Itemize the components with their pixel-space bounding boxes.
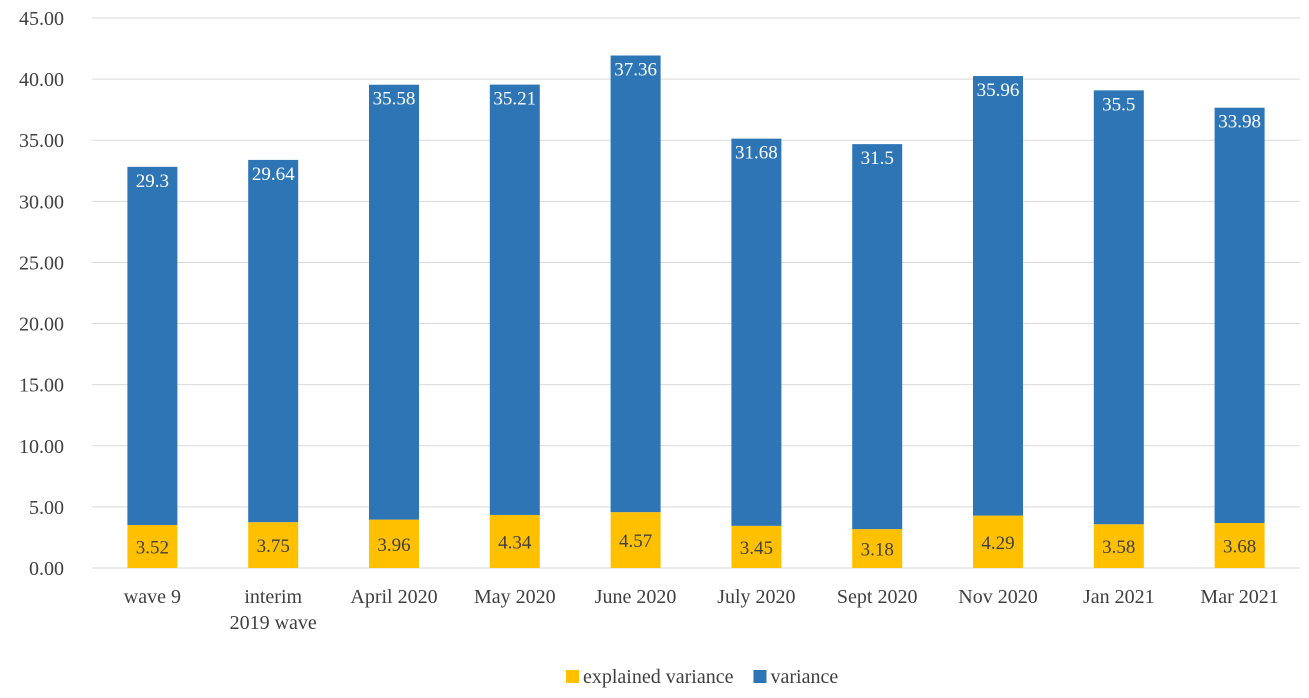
bar-segment-explained-variance [1093, 524, 1144, 568]
x-tick-label: interim [244, 586, 302, 608]
bar-segment-explained-variance [127, 524, 178, 568]
x-tick-label: June 2020 [595, 586, 677, 608]
data-label: 35.58 [373, 89, 416, 110]
data-label: 31.5 [861, 148, 894, 169]
x-tick-label: Mar 2021 [1200, 586, 1278, 608]
data-label: 4.34 [498, 532, 532, 553]
bar-segment-variance [1214, 107, 1265, 524]
legend-swatch [753, 670, 767, 683]
legend-swatch [566, 670, 579, 683]
x-tick-label: April 2020 [350, 586, 437, 608]
y-tick-label: 15.00 [19, 375, 64, 397]
y-tick-label: 30.00 [19, 191, 64, 213]
data-label: 3.75 [257, 536, 290, 557]
legend-label: variance [770, 666, 838, 688]
bar-segment-variance [973, 76, 1023, 516]
data-label: 29.3 [136, 171, 169, 192]
data-label: 3.58 [1102, 537, 1135, 558]
y-tick-label: 0.00 [29, 558, 64, 580]
x-tick-label: Sept 2020 [837, 586, 918, 608]
bar-segment-explained-variance [973, 515, 1023, 568]
bar-segment-variance [127, 166, 178, 525]
data-label: 29.64 [252, 164, 295, 185]
bar-segment-explained-variance [248, 522, 299, 568]
bar-segment-variance [1093, 90, 1144, 525]
y-tick-label: 20.00 [19, 314, 64, 336]
bar-segment-variance [852, 144, 903, 530]
legend: explained variance variance [566, 666, 838, 688]
legend-label: explained variance [583, 666, 734, 688]
bar-segment-explained-variance [1214, 523, 1265, 568]
x-tick-label: Jan 2021 [1083, 586, 1155, 608]
x-tick-label: wave 9 [124, 586, 181, 608]
data-label: 35.5 [1102, 94, 1135, 115]
x-tick-label: May 2020 [474, 586, 556, 608]
data-label: 3.18 [861, 540, 894, 561]
bar-segment-variance [731, 138, 782, 526]
x-tick-label: Nov 2020 [958, 586, 1037, 608]
x-axis: wave 9 interim 2019 wave April 2020 May 2020… [124, 586, 1279, 634]
data-label: 3.45 [740, 538, 773, 559]
bar-segment-explained-variance [369, 519, 419, 568]
data-label: 35.21 [493, 89, 536, 110]
y-tick-label: 40.00 [19, 69, 64, 91]
data-label: 33.98 [1218, 112, 1261, 133]
bar-segment-explained-variance [731, 525, 782, 568]
data-label: 3.96 [377, 535, 410, 556]
bar-segment-variance [248, 159, 299, 523]
bar-segment-variance [489, 84, 540, 515]
x-tick-label: July 2020 [717, 586, 795, 608]
data-label: 31.68 [735, 143, 778, 164]
data-label: 3.52 [136, 537, 169, 558]
y-tick-label: 5.00 [29, 497, 64, 519]
bars: 3.52 29.3 3.75 29.64 3.96 35.58 4.34 35.21 4.57 3… [127, 55, 1265, 568]
data-label: 4.57 [619, 531, 652, 552]
y-tick-label: 45.00 [19, 8, 64, 30]
data-label: 4.29 [981, 533, 1014, 554]
data-label: 3.68 [1223, 537, 1256, 558]
bar-segment-explained-variance [610, 512, 661, 568]
data-label: 35.96 [977, 80, 1020, 101]
bar-segment-explained-variance [489, 514, 540, 568]
data-label: 37.36 [614, 60, 657, 81]
y-tick-label: 10.00 [19, 436, 64, 458]
x-tick-label: 2019 wave [230, 612, 317, 634]
y-axis: 0.00 5.00 10.00 15.00 20.00 25.00 30.00 35.00 40… [19, 8, 64, 580]
y-tick-label: 25.00 [19, 252, 64, 274]
bar-segment-variance [369, 84, 419, 520]
bar-segment-explained-variance [852, 529, 903, 568]
bar-segment-variance [610, 55, 661, 513]
y-tick-label: 35.00 [19, 130, 64, 152]
